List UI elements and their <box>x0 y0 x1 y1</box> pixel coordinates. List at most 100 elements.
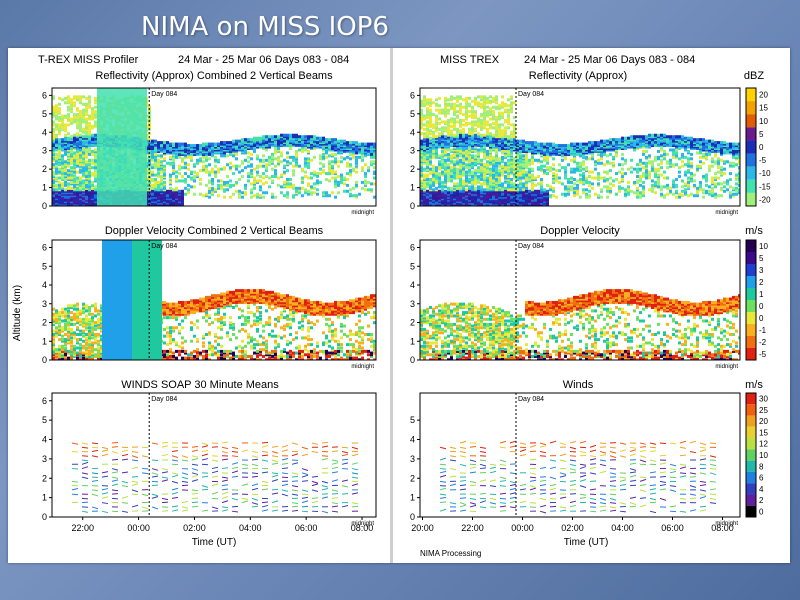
reflectivity-cell <box>507 126 510 130</box>
reflectivity-cell <box>310 158 313 162</box>
reflectivity-cell <box>52 132 55 136</box>
reflectivity-cell <box>501 155 504 159</box>
reflectivity-cell <box>220 186 223 190</box>
reflectivity-cell <box>163 173 166 177</box>
reflectivity-cell <box>211 182 214 186</box>
reflectivity-cell <box>456 127 459 131</box>
reflectivity-streak <box>97 88 147 206</box>
reflectivity-cell <box>76 132 79 136</box>
reflectivity-cell <box>495 154 498 158</box>
reflectivity-cell <box>498 135 501 139</box>
reflectivity-cell <box>187 163 190 167</box>
reflectivity-cell <box>175 177 178 181</box>
reflectivity-cell <box>498 164 501 168</box>
reflectivity-cell <box>462 127 465 131</box>
reflectivity-cell <box>361 169 364 173</box>
reflectivity-cell <box>295 149 298 153</box>
reflectivity-cell <box>537 175 540 179</box>
reflectivity-cell <box>220 154 223 158</box>
reflectivity-cell <box>489 107 492 111</box>
reflectivity-cell <box>268 185 271 189</box>
reflectivity-cell <box>498 123 501 127</box>
reflectivity-cell <box>208 189 211 193</box>
reflectivity-cell <box>67 113 70 117</box>
reflectivity-cell <box>546 166 549 170</box>
reflectivity-cell <box>507 135 510 139</box>
reflectivity-cell <box>292 158 295 162</box>
reflectivity-cell <box>250 169 253 173</box>
reflectivity-cell <box>187 183 190 187</box>
reflectivity-cell <box>76 160 79 164</box>
reflectivity-cell <box>447 166 450 170</box>
reflectivity-cell <box>507 161 510 165</box>
reflectivity-cell <box>540 164 543 168</box>
reflectivity-cell <box>64 149 67 153</box>
reflectivity-cell <box>462 161 465 165</box>
reflectivity-cell <box>429 121 432 125</box>
reflectivity-cell <box>361 186 364 190</box>
reflectivity-cell <box>67 108 70 112</box>
reflectivity-cell <box>82 95 85 99</box>
reflectivity-cell <box>226 188 229 192</box>
reflectivity-cell <box>280 160 283 164</box>
reflectivity-cell <box>486 188 489 192</box>
right-header-instrument: MISS TREX <box>440 54 500 66</box>
reflectivity-cell <box>426 138 429 142</box>
reflectivity-cell <box>190 170 193 174</box>
reflectivity-cell <box>193 144 196 148</box>
reflectivity-cell <box>426 120 429 124</box>
reflectivity-cell <box>247 172 250 176</box>
reflectivity-cell <box>429 129 432 133</box>
reflectivity-cell <box>67 173 70 177</box>
left-header-dates: 24 Mar - 25 Mar 06 Days 083 - 084 <box>178 54 349 66</box>
reflectivity-cell <box>316 192 319 196</box>
reflectivity-cell <box>444 96 447 100</box>
reflectivity-cell <box>265 135 268 139</box>
reflectivity-cell <box>426 127 429 131</box>
y-tick-label: 1 <box>42 183 47 193</box>
reflectivity-cell <box>307 157 310 161</box>
reflectivity-cell <box>295 186 298 190</box>
reflectivity-cell <box>486 182 489 186</box>
reflectivity-cell <box>172 142 175 146</box>
reflectivity-cell <box>313 135 316 139</box>
reflectivity-cell <box>420 111 423 115</box>
reflectivity-cell <box>489 157 492 161</box>
reflectivity-cell <box>184 186 187 190</box>
reflectivity-cell <box>205 192 208 196</box>
reflectivity-cell <box>495 177 498 181</box>
reflectivity-cell <box>435 102 438 106</box>
reflectivity-cell <box>256 154 259 158</box>
reflectivity-cell <box>304 175 307 179</box>
reflectivity-cell <box>91 124 94 128</box>
reflectivity-cell <box>214 188 217 192</box>
reflectivity-cell <box>205 167 208 171</box>
reflectivity-cell <box>175 142 178 146</box>
reflectivity-cell <box>513 101 516 105</box>
reflectivity-cell <box>64 123 67 127</box>
reflectivity-cell <box>423 151 426 155</box>
reflectivity-cell <box>220 183 223 187</box>
reflectivity-cell <box>364 188 367 192</box>
reflectivity-cell <box>304 135 307 139</box>
reflectivity-cell <box>471 99 474 103</box>
reflectivity-cell <box>367 188 370 192</box>
reflectivity-cell <box>438 172 441 176</box>
reflectivity-cell <box>456 157 459 161</box>
reflectivity-cell <box>52 139 55 143</box>
reflectivity-cell <box>349 192 352 196</box>
reflectivity-cell <box>304 188 307 192</box>
reflectivity-cell <box>423 167 426 171</box>
reflectivity-cell <box>238 189 241 193</box>
reflectivity-cell <box>85 167 88 171</box>
reflectivity-cell <box>160 185 163 189</box>
reflectivity-cell <box>52 173 55 177</box>
reflectivity-cell <box>441 111 444 115</box>
reflectivity-cell <box>507 104 510 108</box>
reflectivity-cell <box>492 105 495 109</box>
reflectivity-cell <box>208 186 211 190</box>
reflectivity-cell <box>364 163 367 167</box>
reflectivity-cell <box>301 135 304 139</box>
reflectivity-cell <box>70 149 73 153</box>
reflectivity-cell <box>504 108 507 112</box>
